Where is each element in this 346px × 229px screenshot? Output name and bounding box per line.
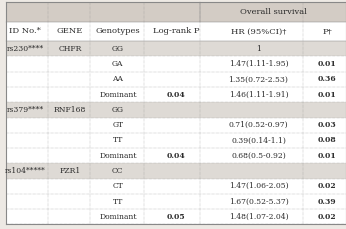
Text: 1.67(0.52-5.37): 1.67(0.52-5.37) <box>229 198 289 205</box>
Text: 0.36: 0.36 <box>318 75 336 83</box>
Text: 0.68(0.5-0.92): 0.68(0.5-0.92) <box>231 152 286 160</box>
Text: Log-rank P: Log-rank P <box>153 27 199 35</box>
Text: RNF168: RNF168 <box>54 106 86 114</box>
Bar <box>6 133 346 148</box>
Text: 1.46(1.11-1.91): 1.46(1.11-1.91) <box>229 91 288 99</box>
Text: 0.01: 0.01 <box>318 60 337 68</box>
Text: TT: TT <box>113 198 123 205</box>
Text: 1.35(0.72-2.53): 1.35(0.72-2.53) <box>229 75 289 83</box>
Text: 0.03: 0.03 <box>318 121 337 129</box>
Text: 1.48(1.07-2.04): 1.48(1.07-2.04) <box>229 213 288 221</box>
Text: Dominant: Dominant <box>99 213 137 221</box>
Text: ID No.*: ID No.* <box>9 27 41 35</box>
Bar <box>6 179 346 194</box>
Text: AA: AA <box>112 75 124 83</box>
Text: 1.47(1.06-2.05): 1.47(1.06-2.05) <box>229 182 288 190</box>
Text: GG: GG <box>112 106 124 114</box>
Text: 0.02: 0.02 <box>318 213 336 221</box>
Text: 1.47(1.11-1.95): 1.47(1.11-1.95) <box>229 60 288 68</box>
Text: 0.08: 0.08 <box>318 136 336 144</box>
Bar <box>6 72 346 87</box>
Text: 0.39(0.14-1.1): 0.39(0.14-1.1) <box>231 136 286 144</box>
Text: TT: TT <box>113 136 123 144</box>
Text: rs379****: rs379**** <box>7 106 44 114</box>
Bar <box>6 117 346 133</box>
Text: 0.05: 0.05 <box>167 213 185 221</box>
Text: 0.04: 0.04 <box>167 152 185 160</box>
Bar <box>6 209 346 224</box>
Text: 0.02: 0.02 <box>318 182 336 190</box>
Text: Genotypes: Genotypes <box>95 27 140 35</box>
Text: GA: GA <box>112 60 124 68</box>
Text: CT: CT <box>112 182 123 190</box>
Text: CC: CC <box>112 167 124 175</box>
Text: P†: P† <box>322 27 332 35</box>
Text: GT: GT <box>112 121 124 129</box>
Text: 1: 1 <box>256 45 261 53</box>
Bar <box>6 41 346 57</box>
Bar <box>6 2 346 22</box>
Text: Overall survival: Overall survival <box>240 8 307 16</box>
Text: rs104*****: rs104***** <box>5 167 46 175</box>
Text: 0.71(0.52-0.97): 0.71(0.52-0.97) <box>229 121 288 129</box>
Bar <box>6 22 346 41</box>
Text: 0.01: 0.01 <box>318 91 337 99</box>
Bar <box>6 102 346 117</box>
Bar <box>6 163 346 179</box>
Text: 0.04: 0.04 <box>167 91 185 99</box>
Bar <box>6 194 346 209</box>
Text: Dominant: Dominant <box>99 91 137 99</box>
Text: CHFR: CHFR <box>58 45 82 53</box>
Bar <box>6 57 346 72</box>
Text: GG: GG <box>112 45 124 53</box>
Bar <box>6 148 346 163</box>
Bar <box>6 87 346 102</box>
Text: 0.01: 0.01 <box>318 152 337 160</box>
Text: rs230****: rs230**** <box>7 45 44 53</box>
Text: HR (95%CI)†: HR (95%CI)† <box>231 27 286 35</box>
Text: 0.39: 0.39 <box>318 198 336 205</box>
Text: GENE: GENE <box>57 27 83 35</box>
Text: FZR1: FZR1 <box>59 167 81 175</box>
Text: Dominant: Dominant <box>99 152 137 160</box>
